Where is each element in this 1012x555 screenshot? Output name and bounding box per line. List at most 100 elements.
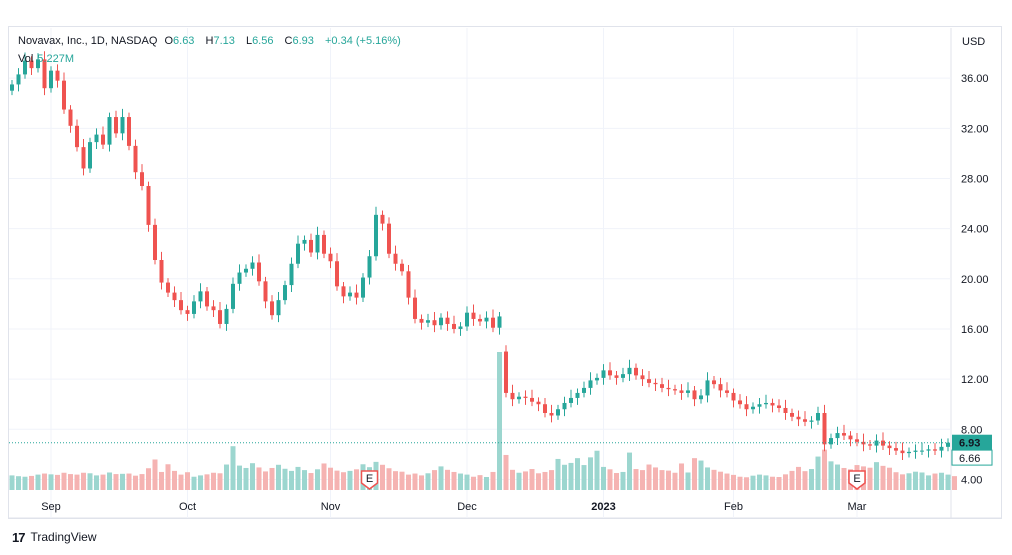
volume-bar[interactable] (542, 471, 548, 490)
candle[interactable] (640, 369, 645, 387)
volume-bar[interactable] (380, 464, 385, 490)
volume-bar[interactable] (627, 452, 632, 490)
candle[interactable] (712, 376, 716, 389)
candle[interactable] (783, 399, 788, 420)
volume-bar[interactable] (815, 456, 821, 490)
candle[interactable] (211, 300, 216, 318)
volume-bar[interactable] (939, 472, 944, 490)
candle[interactable] (777, 399, 781, 413)
candle[interactable] (42, 51, 47, 96)
volume-bar[interactable] (724, 473, 730, 490)
candle[interactable] (426, 313, 430, 328)
candle[interactable] (751, 402, 755, 414)
volume-bar[interactable] (211, 472, 216, 490)
candle[interactable] (549, 404, 554, 423)
candle[interactable] (179, 291, 183, 315)
volume-bar[interactable] (133, 475, 138, 490)
candle[interactable] (146, 181, 151, 232)
volume-bar[interactable] (48, 474, 54, 490)
candle[interactable] (374, 206, 378, 261)
candle[interactable] (660, 377, 664, 393)
volume-bar[interactable] (692, 458, 697, 490)
candle[interactable] (270, 295, 274, 320)
candle[interactable] (881, 432, 885, 450)
candle[interactable] (926, 444, 931, 458)
volume-bar[interactable] (653, 467, 658, 490)
volume-bar[interactable] (874, 462, 879, 490)
volume-bar[interactable] (867, 467, 873, 490)
volume-bar[interactable] (146, 468, 151, 490)
candle[interactable] (614, 370, 619, 385)
volume-bar[interactable] (276, 464, 281, 490)
volume-bar[interactable] (490, 471, 496, 490)
volume-bar[interactable] (646, 464, 652, 490)
volume-bar[interactable] (386, 468, 392, 490)
volume-bar[interactable] (731, 474, 736, 490)
volume-bar[interactable] (120, 473, 125, 490)
candle[interactable] (380, 210, 385, 231)
volume-bar[interactable] (94, 475, 99, 490)
candle[interactable] (75, 119, 79, 152)
volume-bar[interactable] (425, 473, 431, 490)
candle[interactable] (933, 443, 937, 456)
volume-bar[interactable] (22, 476, 28, 490)
candle[interactable] (133, 139, 138, 180)
volume-bar[interactable] (581, 465, 587, 490)
earnings-marker-icon[interactable]: E (360, 470, 379, 490)
candle[interactable] (289, 257, 294, 292)
candle[interactable] (803, 411, 807, 427)
candle[interactable] (861, 433, 866, 452)
volume-bar[interactable] (620, 471, 626, 490)
volume-bar[interactable] (562, 464, 567, 490)
candle[interactable] (341, 281, 346, 304)
candle[interactable] (562, 396, 567, 417)
volume-bar[interactable] (198, 475, 203, 490)
volume-bar[interactable] (289, 470, 294, 490)
volume-bar[interactable] (204, 474, 210, 490)
candle[interactable] (874, 434, 879, 453)
candle[interactable] (68, 105, 73, 133)
candle[interactable] (88, 137, 92, 173)
volume-bar[interactable] (230, 446, 236, 490)
volume-bar[interactable] (237, 465, 242, 490)
volume-bar[interactable] (555, 458, 561, 490)
volume-bar[interactable] (55, 474, 60, 490)
volume-bar[interactable] (809, 469, 814, 490)
volume-bar[interactable] (185, 472, 190, 490)
candle[interactable] (653, 378, 658, 392)
candle[interactable] (328, 247, 333, 269)
candle[interactable] (361, 273, 365, 303)
candle[interactable] (673, 384, 677, 395)
candle[interactable] (478, 314, 482, 326)
volume-bar[interactable] (393, 471, 398, 490)
candle[interactable] (770, 398, 775, 413)
candle[interactable] (458, 322, 463, 336)
candle[interactable] (796, 410, 801, 427)
candle[interactable] (263, 276, 268, 309)
volume-bar[interactable] (906, 473, 912, 490)
candle[interactable] (595, 373, 599, 385)
tradingview-brand[interactable]: 17 TradingView (12, 528, 97, 546)
volume-bar[interactable] (516, 472, 522, 490)
volume-bar[interactable] (438, 466, 444, 490)
candle[interactable] (10, 80, 14, 96)
volume-bar[interactable] (549, 470, 554, 490)
volume-bar[interactable] (81, 472, 86, 490)
volume-bar[interactable] (263, 471, 268, 490)
volume-bar[interactable] (952, 476, 957, 490)
volume-bar[interactable] (497, 352, 502, 490)
volume-bar[interactable] (445, 469, 450, 490)
volume-bar[interactable] (529, 469, 535, 490)
volume-bar[interactable] (419, 475, 424, 490)
volume-bar[interactable] (243, 467, 249, 490)
volume-bar[interactable] (666, 470, 671, 490)
candle[interactable] (634, 363, 638, 380)
volume-bar[interactable] (16, 476, 21, 490)
volume-bar[interactable] (35, 474, 41, 490)
volume-bar[interactable] (139, 474, 145, 490)
candle[interactable] (497, 312, 502, 335)
volume-bar[interactable] (503, 454, 509, 490)
candle[interactable] (855, 433, 859, 447)
volume-bar[interactable] (42, 473, 47, 490)
volume-bar[interactable] (302, 470, 307, 490)
